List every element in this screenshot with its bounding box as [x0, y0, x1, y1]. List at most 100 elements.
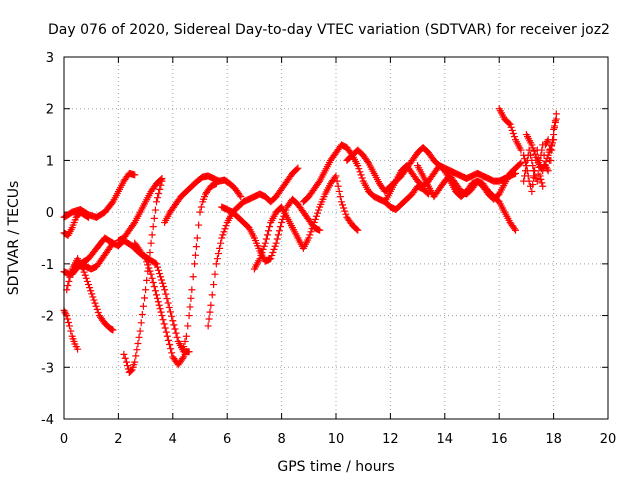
data-point	[331, 173, 339, 181]
data-point	[141, 294, 149, 302]
data-point	[64, 282, 72, 290]
series-arc8	[114, 175, 166, 245]
data-point	[80, 268, 88, 276]
data-point	[545, 148, 553, 156]
data-point	[181, 337, 189, 345]
data-point	[312, 212, 320, 220]
x-tick-label: 6	[223, 432, 231, 447]
data-point	[210, 281, 218, 289]
data-point	[188, 286, 196, 294]
data-point	[156, 185, 164, 193]
y-tick-label: -2	[41, 310, 54, 325]
data-point	[263, 231, 271, 239]
data-point	[542, 157, 550, 165]
data-point	[213, 255, 221, 263]
data-point	[184, 322, 192, 330]
data-point	[162, 290, 170, 298]
chart-title: Day 076 of 2020, Sidereal Day-to-day VTE…	[48, 22, 610, 38]
data-point	[539, 182, 547, 190]
series-arc13	[218, 195, 324, 265]
x-tick-label: 20	[600, 432, 617, 447]
data-point	[272, 239, 280, 247]
data-point	[169, 317, 177, 325]
data-point	[154, 194, 162, 202]
data-point	[149, 223, 157, 231]
data-point	[336, 193, 344, 201]
data-point	[137, 319, 145, 327]
data-point	[505, 119, 513, 127]
data-point	[123, 362, 131, 370]
data-point	[305, 234, 313, 242]
data-point	[74, 345, 82, 353]
data-point	[218, 234, 226, 242]
data-point	[87, 287, 95, 295]
series-arc16	[343, 144, 520, 195]
data-point	[520, 177, 528, 185]
data-point	[539, 141, 547, 149]
data-point	[270, 245, 278, 253]
data-point	[142, 286, 150, 294]
data-point	[521, 172, 529, 180]
data-point	[152, 291, 160, 299]
series-arc7	[120, 177, 166, 376]
data-point	[509, 130, 517, 138]
x-tick-label: 12	[382, 432, 399, 447]
data-point	[506, 120, 514, 128]
data-point	[156, 270, 164, 278]
data-point	[530, 147, 538, 155]
data-point	[333, 177, 341, 185]
data-point	[92, 302, 100, 310]
data-point	[237, 193, 245, 201]
data-point	[160, 320, 168, 328]
data-point	[141, 253, 149, 261]
data-point	[163, 295, 171, 303]
data-point	[529, 162, 537, 170]
data-point	[134, 339, 142, 347]
data-point	[192, 243, 200, 251]
data-point	[157, 308, 165, 316]
data-point	[525, 146, 533, 154]
data-point	[358, 174, 366, 182]
data-point	[94, 308, 102, 316]
data-point	[342, 210, 350, 218]
data-point	[214, 250, 222, 258]
data-point	[149, 278, 157, 286]
data-point	[161, 286, 169, 294]
data-point	[508, 126, 516, 134]
data-point	[528, 141, 536, 149]
data-point	[314, 209, 322, 217]
data-point	[154, 298, 162, 306]
data-point	[265, 227, 273, 235]
data-point	[512, 226, 520, 234]
data-point	[157, 273, 165, 281]
plot-frame	[63, 56, 609, 420]
data-point	[161, 324, 169, 332]
data-point	[531, 150, 539, 158]
x-tick-label: 2	[114, 432, 122, 447]
data-point	[540, 164, 548, 172]
data-point	[191, 260, 199, 268]
data-point	[217, 239, 225, 247]
x-tick-label: 0	[60, 432, 68, 447]
data-point	[354, 226, 362, 234]
data-point	[340, 204, 348, 212]
data-point	[526, 151, 534, 159]
data-point	[529, 144, 537, 152]
data-point	[551, 117, 559, 125]
data-point	[212, 260, 220, 268]
data-point	[171, 325, 179, 333]
data-point	[154, 263, 161, 271]
data-point	[187, 294, 195, 302]
data-point	[145, 264, 153, 272]
data-point	[180, 343, 188, 351]
data-point	[220, 228, 228, 236]
data-point	[144, 261, 152, 269]
data-point	[546, 145, 554, 153]
data-point	[207, 301, 215, 309]
data-point	[142, 255, 150, 263]
data-point	[89, 293, 97, 301]
data-point	[151, 206, 159, 214]
data-point	[219, 231, 227, 239]
data-point	[186, 303, 194, 311]
